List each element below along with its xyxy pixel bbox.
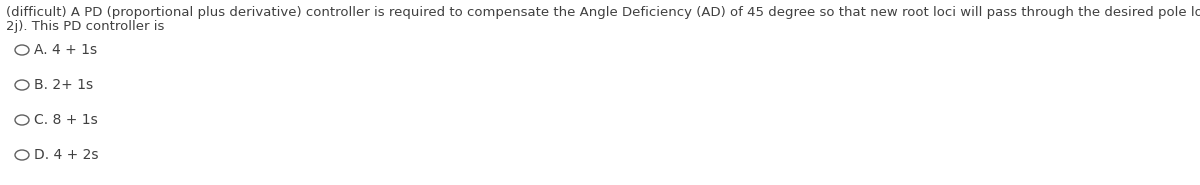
Text: C. 8 + 1s: C. 8 + 1s: [34, 113, 97, 127]
Text: A. 4 + 1s: A. 4 + 1s: [34, 43, 97, 57]
Text: (difficult) A PD (proportional plus derivative) controller is required to compen: (difficult) A PD (proportional plus deri…: [6, 6, 1200, 19]
Text: B. 2+ 1s: B. 2+ 1s: [34, 78, 94, 92]
Text: 2j). This PD controller is: 2j). This PD controller is: [6, 20, 164, 33]
Text: D. 4 + 2s: D. 4 + 2s: [34, 148, 98, 162]
